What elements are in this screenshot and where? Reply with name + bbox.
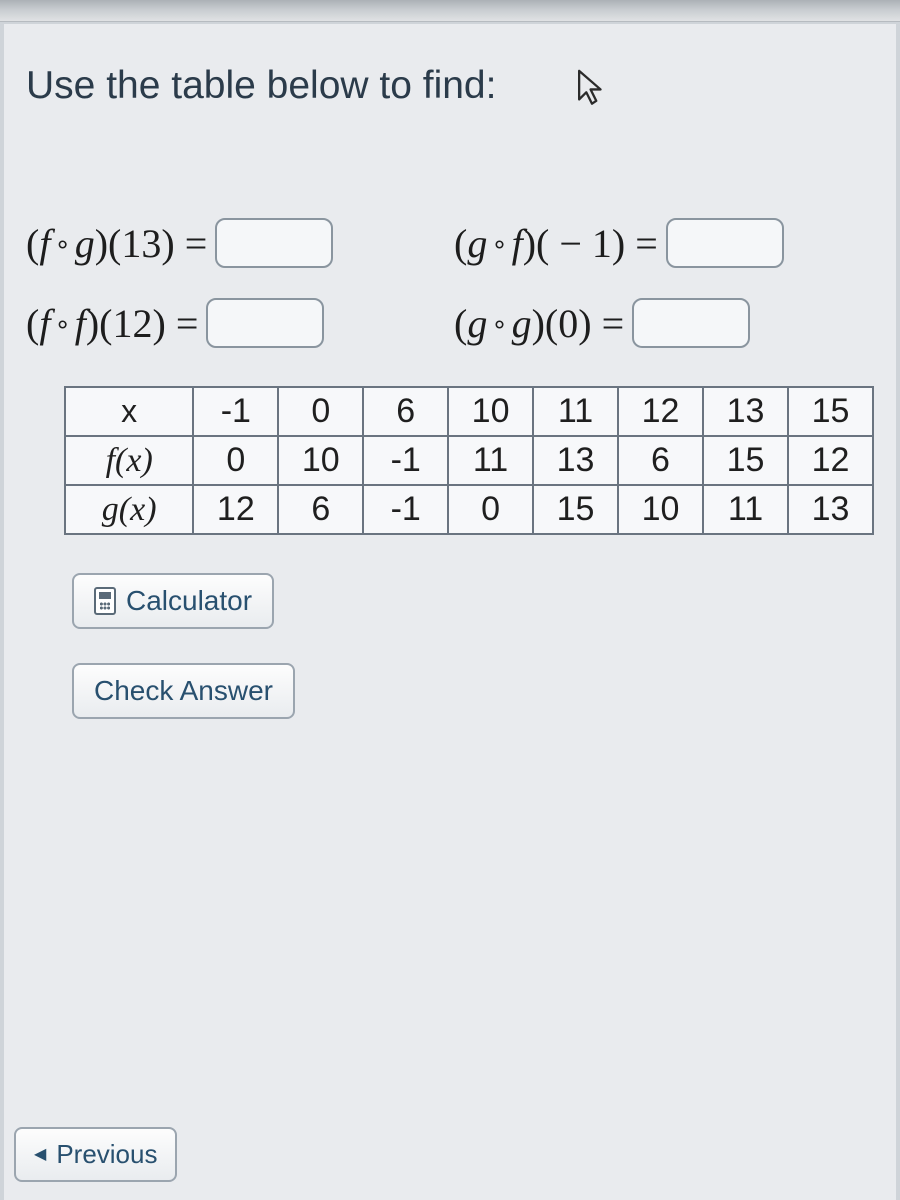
- check-answer-label: Check Answer: [94, 675, 273, 706]
- table-cell: 11: [448, 436, 533, 485]
- calculator-label: Calculator: [126, 585, 252, 617]
- table-cell: 0: [193, 436, 278, 485]
- instruction-text: Use the table below to find:: [26, 64, 874, 108]
- previous-button[interactable]: ◀ Previous: [14, 1127, 177, 1182]
- equation-gog-0: (g∘g)(0) =: [454, 298, 874, 348]
- equation-label: (f∘f)(12) =: [26, 300, 198, 347]
- check-answer-button[interactable]: Check Answer: [72, 663, 295, 719]
- previous-label: Previous: [56, 1139, 157, 1170]
- table-row-x: x -1 0 6 10 11 12 13 15: [65, 387, 873, 436]
- table-cell: 10: [278, 436, 363, 485]
- answer-input-fog13[interactable]: [215, 218, 333, 268]
- equation-gof-neg1: (g∘f)( − 1) =: [454, 218, 874, 268]
- answer-input-gog0[interactable]: [632, 298, 750, 348]
- table-cell: 13: [533, 436, 618, 485]
- table-cell: 10: [618, 485, 703, 534]
- table-cell: 12: [618, 387, 703, 436]
- table-cell: 6: [618, 436, 703, 485]
- table-cell: -1: [363, 485, 448, 534]
- table-cell: 0: [448, 485, 533, 534]
- equation-label: (g∘f)( − 1) =: [454, 220, 658, 267]
- calculator-icon: [94, 587, 116, 615]
- table-row-gx: g(x) 12 6 -1 0 15 10 11 13: [65, 485, 873, 534]
- calculator-button[interactable]: Calculator: [72, 573, 274, 629]
- table-cell: 0: [278, 387, 363, 436]
- equation-fog-13: (f∘g)(13) =: [26, 218, 446, 268]
- row-header-fx: f(x): [65, 436, 193, 485]
- equations-grid: (f∘g)(13) = (g∘f)( − 1) = (f∘f)(12) = (g…: [26, 218, 874, 348]
- table-cell: -1: [193, 387, 278, 436]
- table-cell: 6: [278, 485, 363, 534]
- table-cell: 11: [703, 485, 788, 534]
- equation-label: (f∘g)(13) =: [26, 220, 207, 267]
- table-cell: 13: [703, 387, 788, 436]
- table-row-fx: f(x) 0 10 -1 11 13 6 15 12: [65, 436, 873, 485]
- table-cell: 12: [788, 436, 873, 485]
- table-cell: 11: [533, 387, 618, 436]
- table-cell: 15: [703, 436, 788, 485]
- row-header-gx: g(x): [65, 485, 193, 534]
- table-cell: 6: [363, 387, 448, 436]
- table-cell: -1: [363, 436, 448, 485]
- spiral-binding: [0, 0, 900, 22]
- answer-input-gofneg1[interactable]: [666, 218, 784, 268]
- table-cell: 15: [788, 387, 873, 436]
- row-header-x: x: [65, 387, 193, 436]
- worksheet-page: Use the table below to find: (f∘g)(13) =…: [4, 24, 896, 1200]
- table-cell: 15: [533, 485, 618, 534]
- equation-fof-12: (f∘f)(12) =: [26, 298, 446, 348]
- triangle-left-icon: ◀: [34, 1144, 46, 1164]
- equation-label: (g∘g)(0) =: [454, 300, 624, 347]
- table-cell: 10: [448, 387, 533, 436]
- table-cell: 12: [193, 485, 278, 534]
- table-cell: 13: [788, 485, 873, 534]
- answer-input-fof12[interactable]: [206, 298, 324, 348]
- function-table: x -1 0 6 10 11 12 13 15 f(x) 0 10 -1 11 …: [64, 386, 874, 535]
